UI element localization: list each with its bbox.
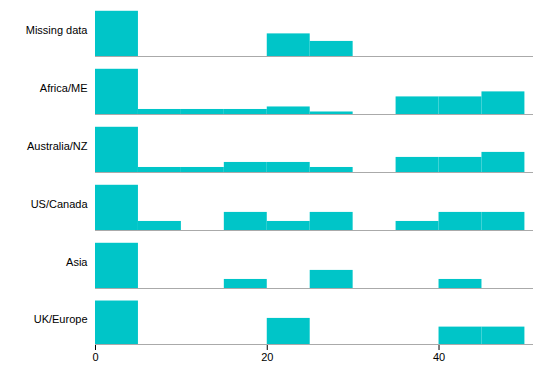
svg-text:Missing data: Missing data — [26, 24, 89, 36]
svg-text:0: 0 — [92, 351, 98, 363]
svg-text:40: 40 — [433, 351, 445, 363]
svg-text:Africa/ME: Africa/ME — [40, 82, 88, 94]
svg-text:20: 20 — [261, 351, 273, 363]
svg-text:UK/Europe: UK/Europe — [34, 313, 88, 325]
svg-text:Australia/NZ: Australia/NZ — [27, 140, 88, 152]
svg-text:Asia: Asia — [66, 256, 88, 268]
svg-text:US/Canada: US/Canada — [31, 198, 89, 210]
